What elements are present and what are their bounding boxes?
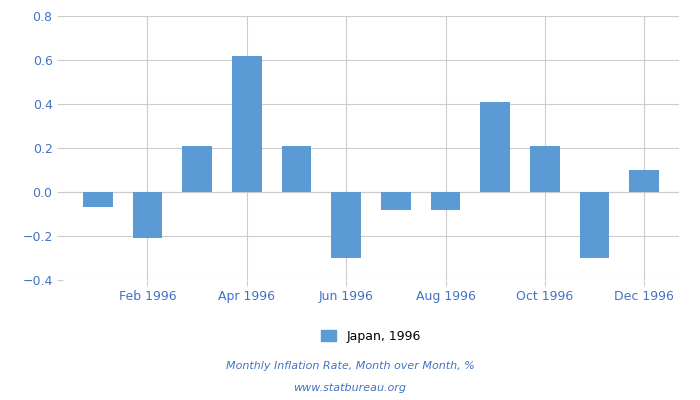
Bar bbox=[331, 192, 361, 258]
Bar bbox=[530, 146, 560, 192]
Text: www.statbureau.org: www.statbureau.org bbox=[293, 383, 407, 393]
Text: Monthly Inflation Rate, Month over Month, %: Monthly Inflation Rate, Month over Month… bbox=[225, 361, 475, 371]
Bar bbox=[232, 56, 262, 192]
Bar bbox=[480, 102, 510, 192]
Bar bbox=[132, 192, 162, 238]
Bar bbox=[281, 146, 312, 192]
Legend: Japan, 1996: Japan, 1996 bbox=[316, 325, 426, 348]
Bar bbox=[182, 146, 212, 192]
Bar bbox=[381, 192, 411, 210]
Bar bbox=[580, 192, 610, 258]
Bar bbox=[430, 192, 461, 210]
Bar bbox=[83, 192, 113, 207]
Bar bbox=[629, 170, 659, 192]
